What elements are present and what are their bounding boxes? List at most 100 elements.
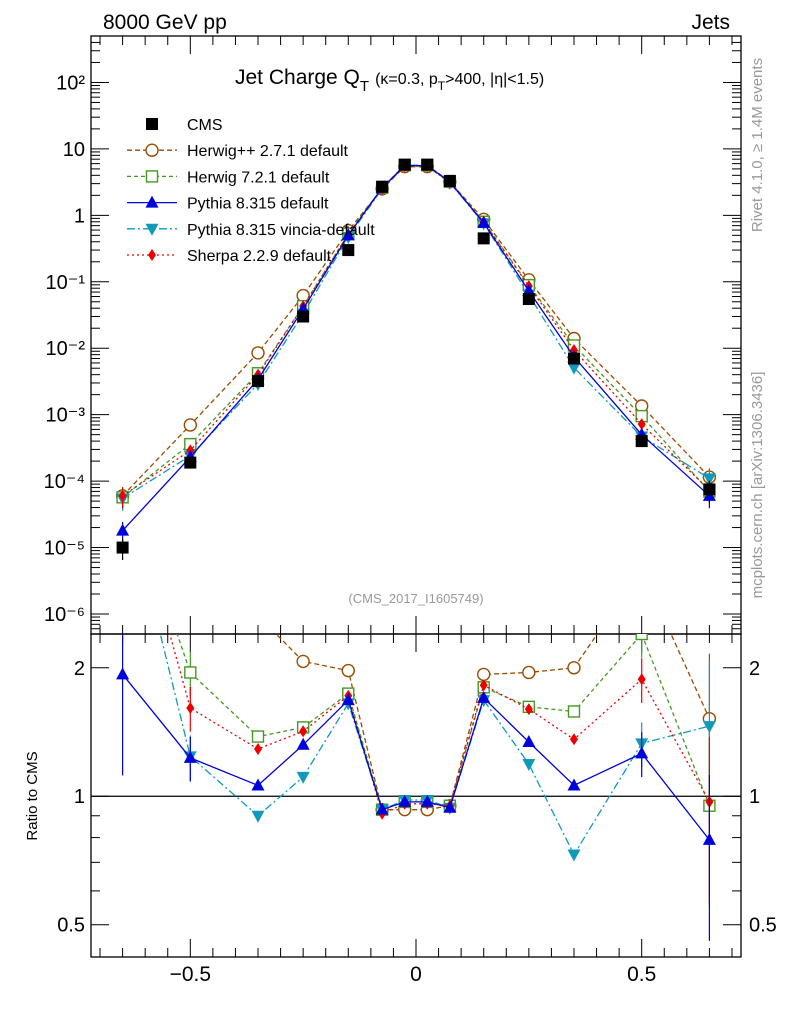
ratio-point xyxy=(420,794,434,807)
legend-marker xyxy=(146,118,158,130)
legend-label: Pythia 8.315 vincia-default xyxy=(187,222,375,239)
ratio-point xyxy=(635,634,648,641)
ratio-point xyxy=(251,778,265,791)
plot-title-pt-sub: T xyxy=(438,79,446,93)
ratio-point xyxy=(522,665,536,680)
main-ytick-label: 10⁻³ xyxy=(46,405,86,427)
ratio-ylabel: Ratio to CMS xyxy=(24,751,41,840)
legend-marker xyxy=(145,223,159,236)
data-point xyxy=(116,523,130,536)
legend-label: Pythia 8.315 default xyxy=(187,196,329,213)
data-point xyxy=(703,483,716,496)
legend-label: CMS xyxy=(187,117,223,134)
plot-title-main: Jet Charge Q xyxy=(235,66,360,89)
xtick-label: 0 xyxy=(410,963,422,986)
ratio-point xyxy=(567,778,581,791)
ratio-ytick-label-right: 1 xyxy=(749,786,760,808)
data-point xyxy=(567,362,581,375)
data-point xyxy=(702,473,716,486)
data-point xyxy=(376,180,389,193)
ratio-point xyxy=(479,679,488,692)
series-ratio-line xyxy=(169,634,710,815)
main-ytick-label: 10⁻⁵ xyxy=(44,538,85,560)
ratio-point xyxy=(251,810,265,823)
ratio-point xyxy=(299,725,308,738)
legend-marker xyxy=(145,170,159,183)
data-point xyxy=(252,375,265,388)
legend-marker xyxy=(145,195,159,208)
ratio-point xyxy=(702,721,716,734)
data-point xyxy=(635,435,648,448)
plot-title-cuts: >400, |η|<1.5) xyxy=(445,71,544,88)
legend-entry-herwigpp: Herwig++ 2.7.1 default xyxy=(127,143,349,160)
data-point xyxy=(398,158,411,171)
ratio-point xyxy=(116,667,130,680)
ratio-point xyxy=(186,701,195,714)
legend-entry-herwig7: Herwig 7.2.1 default xyxy=(127,169,330,186)
data-point xyxy=(421,158,434,171)
xtick-label: 0.5 xyxy=(627,963,656,986)
ratio-ytick-label-right: 0.5 xyxy=(749,915,777,937)
legend-entry-cms: CMS xyxy=(146,117,223,134)
ratio-point xyxy=(567,705,581,718)
ratio-ytick-label-right: 2 xyxy=(749,658,760,680)
data-point xyxy=(477,215,491,228)
legend-marker xyxy=(145,143,159,157)
ratio-ytick-label-left: 1 xyxy=(74,786,85,808)
ratio-point xyxy=(567,849,581,862)
header-collision: 8000 GeV pp xyxy=(103,11,227,34)
ratio-point xyxy=(443,800,457,813)
data-point xyxy=(443,174,456,187)
main-ytick-label: 1 xyxy=(74,205,85,227)
mcplots-label: mcplots.cern.ch [arXiv:1306.3436] xyxy=(749,372,766,599)
ratio-point xyxy=(524,703,533,716)
ratio-point xyxy=(477,690,491,703)
legend-label: Herwig 7.2.1 default xyxy=(187,169,330,186)
ratio-point xyxy=(183,750,197,763)
ratio-point xyxy=(296,654,310,669)
data-point xyxy=(118,489,127,502)
ratio-point xyxy=(375,802,389,815)
analysis-id: (CMS_2017_I1605749) xyxy=(348,591,483,606)
header-category: Jets xyxy=(691,11,730,34)
plot-title-kappa: (κ=0.3, p xyxy=(375,71,438,88)
series-line xyxy=(122,164,710,532)
ratio-point xyxy=(296,737,310,750)
ratio-ytick-label-left: 0.5 xyxy=(57,915,85,937)
data-point xyxy=(297,310,310,323)
plot-title: Jet Charge QT (κ=0.3, pT>400, |η|<1.5) xyxy=(235,66,544,95)
legend: CMS Herwig++ 2.7.1 default Herwig 7.2.1 de… xyxy=(127,117,375,265)
legend-entry-vincia: Pythia 8.315 vincia-default xyxy=(127,222,375,239)
ratio-point xyxy=(522,735,536,748)
legend-label: Sherpa 2.2.9 default xyxy=(187,248,332,265)
ratio-point xyxy=(569,733,578,746)
ratio-point xyxy=(296,771,310,784)
legend-entry-sherpa: Sherpa 2.2.9 default xyxy=(127,248,332,265)
main-ytick-label: 10⁻⁴ xyxy=(44,471,85,493)
data-point xyxy=(296,288,310,303)
data-point xyxy=(567,352,580,365)
series-layer xyxy=(115,158,717,941)
series-ratio-line xyxy=(275,634,710,811)
ratio-point xyxy=(341,693,355,706)
main-ytick-label: 10² xyxy=(56,72,85,94)
series-ratio-line xyxy=(122,673,710,841)
data-point xyxy=(477,232,490,245)
legend-entry-pythia: Pythia 8.315 default xyxy=(127,195,329,213)
axes: 10⁻⁶ 10⁻⁵ 10⁻⁴ 10⁻³ 10⁻² 10⁻¹ 1 10 10² 0.5 0.5 1 1 2 2… xyxy=(44,35,777,986)
rivet-version-label: Rivet 4.1.0, ≥ 1.4M events xyxy=(749,58,766,232)
ratio-point xyxy=(637,673,646,686)
ratio-point xyxy=(251,730,265,743)
series-ratio-line xyxy=(159,634,710,856)
legend-marker xyxy=(148,249,156,261)
ratio-point xyxy=(254,743,263,756)
data-point xyxy=(183,418,198,432)
ratio-ytick-label-left: 2 xyxy=(74,658,85,680)
data-point xyxy=(341,228,355,241)
main-ytick-label: 10⁻⁶ xyxy=(44,604,85,626)
main-ytick-label: 10 xyxy=(63,139,85,161)
series-line xyxy=(122,166,710,497)
ratio-point xyxy=(184,666,197,679)
data-point xyxy=(251,346,265,360)
